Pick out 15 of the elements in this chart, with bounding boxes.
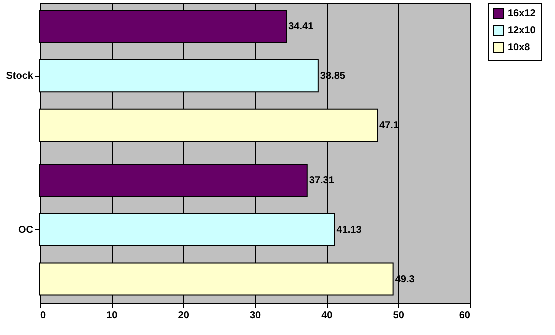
legend-label: 16x12: [508, 8, 536, 20]
x-tick-label: 30: [250, 310, 262, 322]
data-label: 41.13: [336, 224, 362, 236]
legend-label: 12x10: [508, 26, 536, 36]
data-label: 34.41: [288, 22, 314, 33]
x-tick-label: 40: [322, 310, 334, 322]
y-tick-label: Stock: [6, 71, 34, 82]
x-tick-label: 10: [106, 310, 118, 322]
legend-label: 10x8: [508, 42, 531, 54]
x-tick-label: 0: [40, 310, 46, 322]
x-tick-label: 20: [178, 310, 190, 322]
x-tick-label: 60: [459, 310, 471, 322]
data-label: 47.1: [380, 120, 400, 132]
y-tick-label: OC: [18, 224, 34, 236]
x-tick-label: 50: [393, 310, 405, 322]
